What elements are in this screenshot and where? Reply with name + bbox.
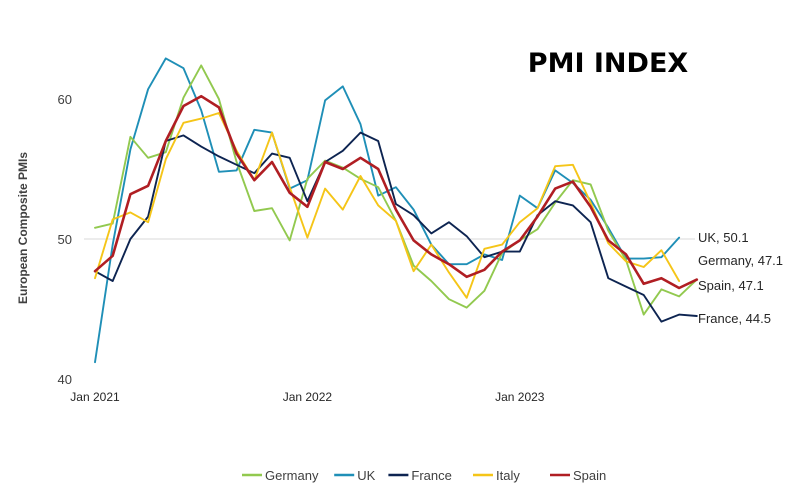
series-end-labels: Germany, 47.1 UK, 50.1 France, 44.5 Spain, … <box>698 230 783 326</box>
legend-label-france: France <box>411 468 451 483</box>
series-lines <box>93 57 699 364</box>
end-label-spain: Spain, 47.1 <box>698 278 764 293</box>
legend-label-spain: Spain <box>573 468 606 483</box>
x-tick-label: Jan 2022 <box>283 390 333 404</box>
series-line-spain <box>93 94 699 290</box>
legend: Germany UK France Italy Spain <box>242 468 606 483</box>
series-line-germany <box>94 64 698 316</box>
x-tick-label: Jan 2023 <box>495 390 545 404</box>
y-tick-label: 50 <box>58 232 72 247</box>
chart-title: PMI INDEX <box>528 48 689 79</box>
y-axis-label: European Composite PMIs <box>16 152 30 304</box>
series-line-italy <box>94 112 681 299</box>
end-label-france: France, 44.5 <box>698 311 771 326</box>
x-tick-labels: Jan 2021 Jan 2022 Jan 2023 <box>70 390 545 404</box>
end-label-uk: UK, 50.1 <box>698 230 749 245</box>
x-tick-label: Jan 2021 <box>70 390 120 404</box>
y-tick-label: 40 <box>58 372 72 387</box>
legend-label-italy: Italy <box>496 468 520 483</box>
legend-label-germany: Germany <box>265 468 319 483</box>
y-tick-label: 60 <box>58 92 72 107</box>
end-label-germany: Germany, 47.1 <box>698 253 783 268</box>
series-line-france <box>94 131 698 323</box>
legend-label-uk: UK <box>357 468 375 483</box>
y-tick-labels: 40 50 60 <box>58 92 72 387</box>
